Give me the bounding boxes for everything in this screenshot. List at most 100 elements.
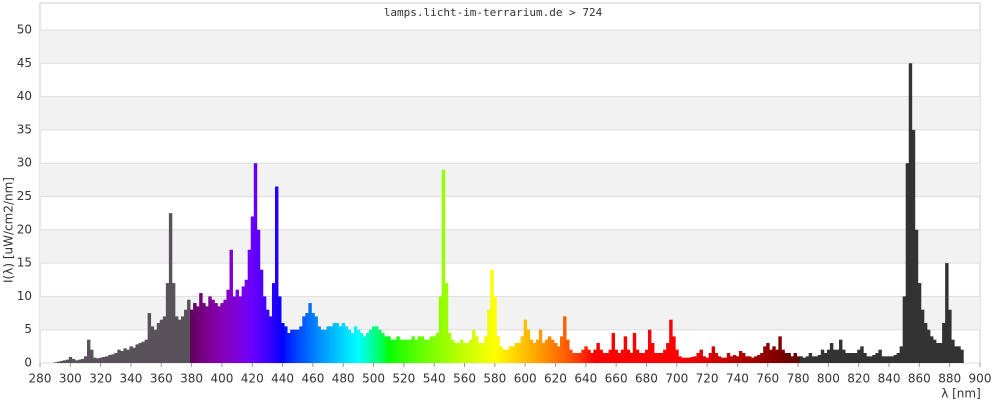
spectrum-bar (350, 333, 355, 363)
spectrum-bar (563, 316, 567, 363)
y-tick-label: 45 (17, 56, 32, 70)
spectrum-bar (666, 343, 670, 363)
spectrum-bar (62, 360, 67, 363)
y-tick-label: 35 (17, 122, 32, 136)
spectrum-bar (135, 344, 139, 363)
spectrum-bar (335, 323, 340, 363)
spectrum-bar (717, 356, 722, 363)
spectrum-bar (196, 306, 200, 363)
spectrum-bar (526, 329, 531, 363)
spectrum-bar (281, 323, 285, 363)
spectrum-bar (902, 296, 907, 363)
spectrum-bar (323, 329, 327, 363)
spectrum-bar (690, 357, 694, 363)
x-tick-label: 480 (332, 372, 355, 386)
spectrum-bar (523, 319, 528, 363)
spectrum-bar (899, 346, 904, 363)
y-tick-label: 50 (17, 23, 32, 37)
spectrum-bar (271, 283, 276, 363)
spectrum-bar (408, 339, 412, 363)
spectrum-bar (93, 357, 97, 363)
spectrum-bar (432, 336, 437, 363)
spectrum-bar (187, 299, 191, 363)
spectrum-bar (914, 229, 919, 363)
spectrum-bar (250, 216, 255, 363)
x-tick-label: 580 (483, 372, 506, 386)
spectrum-bar (375, 326, 379, 363)
x-tick-label: 300 (59, 372, 82, 386)
spectrum-bar (644, 349, 649, 363)
y-tick-label: 25 (17, 189, 32, 203)
spectrum-bar (587, 349, 591, 363)
spectrum-bar (293, 329, 297, 363)
spectrum-bar (199, 293, 203, 363)
spectrum-bar (784, 353, 788, 363)
spectrum-bar (441, 169, 446, 363)
spectrum-bar (256, 229, 261, 363)
spectrum-bar (290, 329, 294, 363)
spectrum-bar (857, 349, 861, 363)
spectrum-bar (641, 353, 646, 363)
x-tick-label: 700 (665, 372, 688, 386)
spectrum-bar (165, 283, 170, 363)
spectrum-bar (362, 336, 367, 363)
spectrum-bar (672, 336, 676, 363)
spectrum-bar (402, 339, 406, 363)
spectrum-bar (769, 349, 773, 363)
spectrum-bar (593, 349, 597, 363)
spectrum-bar (262, 296, 267, 363)
x-tick-label: 400 (210, 372, 233, 386)
spectrum-bar (566, 339, 570, 363)
spectrum-bar (502, 349, 506, 363)
spectrum-bar (493, 296, 497, 363)
spectrum-bar (105, 356, 109, 363)
spectrum-bar (869, 356, 873, 363)
spectrum-bar (632, 333, 637, 363)
spectrum-bar (781, 349, 785, 363)
spectrum-bar (835, 349, 840, 363)
spectrum-bar (235, 289, 240, 363)
spectrum-bar (232, 296, 236, 363)
spectrum-bar (684, 357, 688, 363)
spectrum-bar (775, 349, 779, 363)
spectrum-bar (320, 329, 324, 363)
x-tick-label: 460 (301, 372, 324, 386)
x-tick-label: 740 (726, 372, 749, 386)
spectrum-bar (411, 336, 415, 363)
spectrum-bar (177, 319, 182, 363)
spectrum-bar (560, 336, 564, 363)
spectrum-bar (954, 346, 958, 363)
x-tick-label: 440 (271, 372, 294, 386)
spectrum-bar (108, 355, 112, 363)
spectrum-bar (851, 353, 855, 363)
spectrum-bar (866, 356, 870, 363)
spectrum-bar (790, 356, 794, 363)
spectrum-bar (538, 329, 543, 363)
y-tick-label: 40 (17, 89, 32, 103)
spectrum-bar (541, 343, 546, 363)
x-tick-label: 720 (696, 372, 719, 386)
spectrum-bar (787, 353, 791, 363)
spectrum-bar (617, 353, 622, 363)
y-tick-label: 20 (17, 222, 32, 236)
spectrum-bar (171, 283, 176, 363)
spectrum-bar (681, 357, 685, 363)
chart-title: lamps.licht-im-terrarium.de > 724 (384, 6, 603, 19)
x-tick-label: 420 (241, 372, 264, 386)
spectrum-bar (247, 249, 252, 363)
x-tick-label: 900 (969, 372, 992, 386)
spectrum-bar (414, 339, 418, 363)
x-tick-label: 800 (817, 372, 840, 386)
spectrum-bar (629, 353, 634, 363)
spectrum-bar (678, 356, 682, 363)
spectrum-bar (826, 349, 831, 363)
x-tick-label: 820 (847, 372, 870, 386)
y-tick-label: 0 (24, 356, 32, 370)
spectrum-bar (211, 299, 215, 363)
spectrum-bar (311, 313, 315, 363)
x-tick-label: 640 (574, 372, 597, 386)
y-tick-label: 5 (24, 322, 32, 336)
spectrum-bar (553, 343, 558, 363)
x-tick-label: 320 (89, 372, 112, 386)
x-tick-label: 840 (878, 372, 901, 386)
